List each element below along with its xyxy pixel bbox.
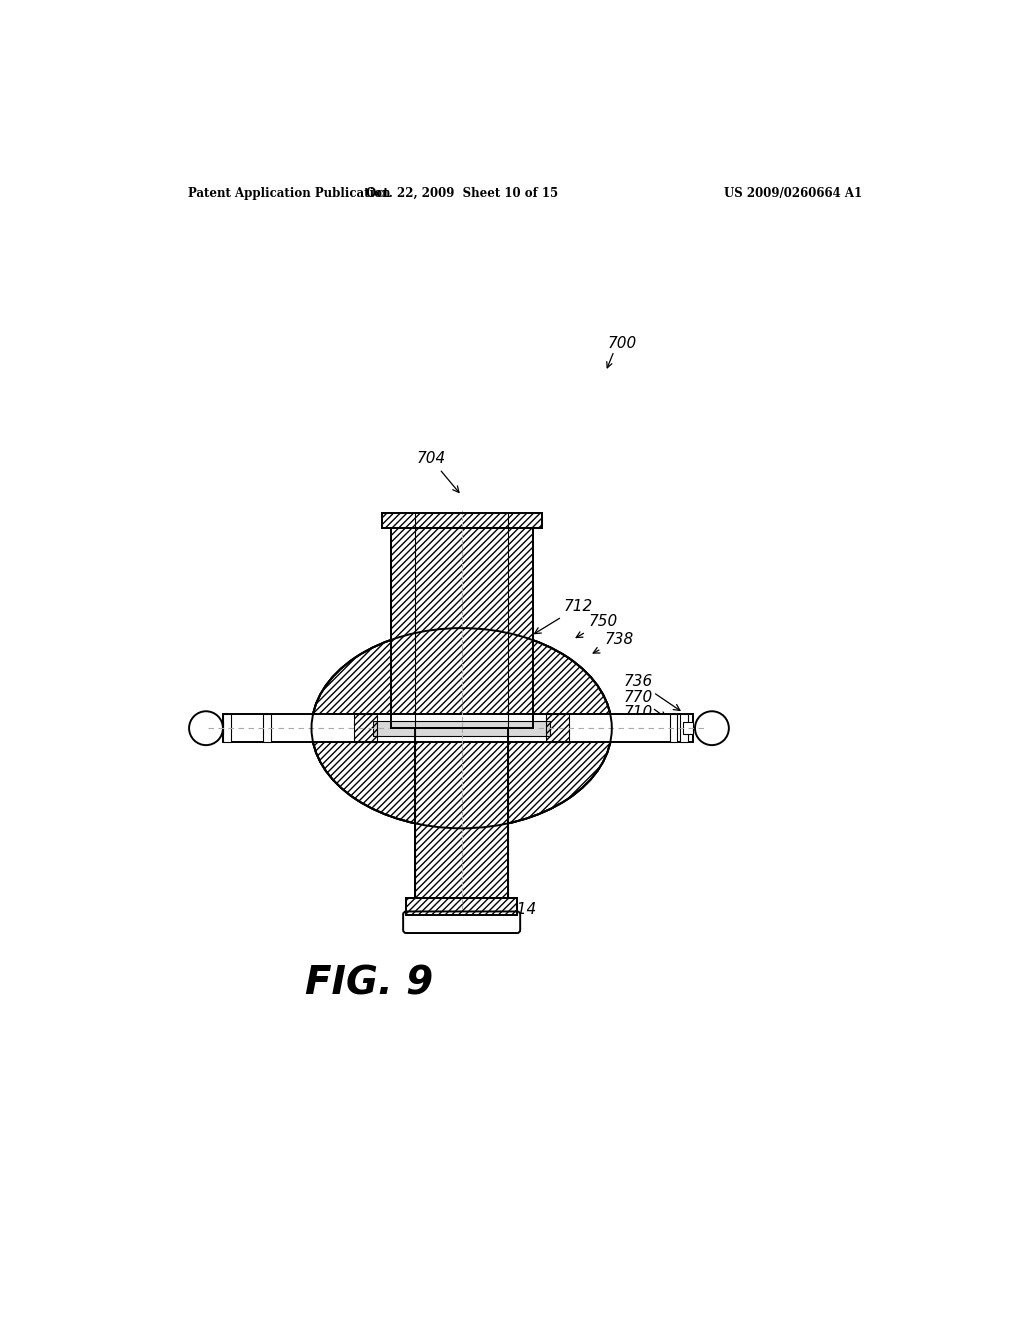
Bar xyxy=(407,898,517,915)
Bar xyxy=(263,714,270,742)
Bar xyxy=(223,714,230,742)
Text: 700: 700 xyxy=(608,335,637,351)
Bar xyxy=(416,729,508,898)
Text: FIG. 9: FIG. 9 xyxy=(305,965,433,1003)
Bar xyxy=(391,528,532,729)
Bar xyxy=(382,512,542,528)
Bar xyxy=(382,512,542,528)
Text: 714: 714 xyxy=(481,896,538,916)
Text: Oct. 22, 2009  Sheet 10 of 15: Oct. 22, 2009 Sheet 10 of 15 xyxy=(366,187,558,199)
Text: Patent Application Publication: Patent Application Publication xyxy=(188,187,391,199)
FancyBboxPatch shape xyxy=(403,911,520,933)
Bar xyxy=(416,729,508,898)
Bar xyxy=(416,729,508,898)
Circle shape xyxy=(695,711,729,744)
Text: 704: 704 xyxy=(416,451,459,492)
Text: 738: 738 xyxy=(593,632,634,653)
Bar xyxy=(391,528,532,729)
Ellipse shape xyxy=(311,628,611,829)
Bar xyxy=(354,714,377,742)
Text: US 2009/0260664 A1: US 2009/0260664 A1 xyxy=(724,187,862,199)
Bar xyxy=(223,714,692,742)
Text: 710: 710 xyxy=(624,705,652,741)
Text: 750: 750 xyxy=(577,614,617,638)
Text: 770: 770 xyxy=(624,690,667,718)
Bar xyxy=(407,898,517,915)
Bar xyxy=(382,512,542,528)
Bar xyxy=(373,721,550,737)
Circle shape xyxy=(189,711,223,744)
Text: 712: 712 xyxy=(535,599,593,634)
Bar xyxy=(683,722,692,734)
Bar xyxy=(547,714,569,742)
Text: 736: 736 xyxy=(624,675,680,710)
Polygon shape xyxy=(712,718,724,738)
Bar xyxy=(680,714,688,742)
Bar xyxy=(407,898,517,915)
Bar xyxy=(670,714,677,742)
Bar xyxy=(391,528,532,729)
